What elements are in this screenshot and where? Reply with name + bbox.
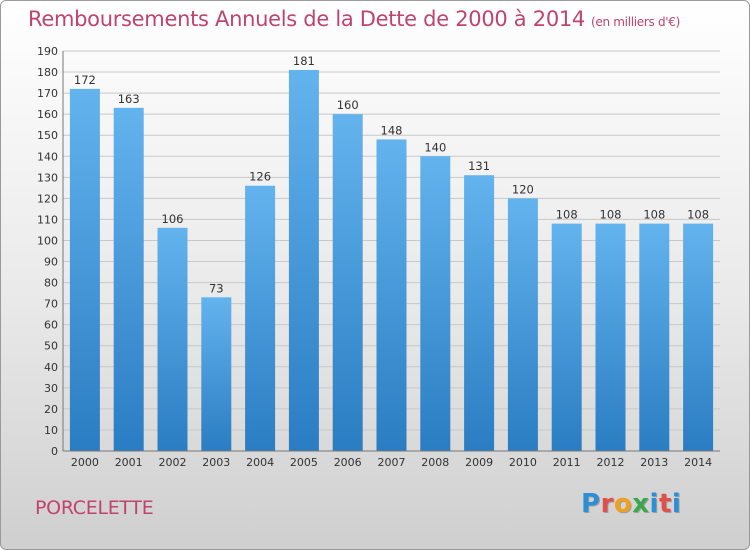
value-label-2011: 108 (556, 208, 578, 222)
y-tick-label: 150 (37, 129, 58, 142)
value-label-2012: 108 (600, 208, 622, 222)
value-labels: 172 163 106 73 126 181 160 148 140 131 120 108 108 10… (74, 54, 709, 295)
logo-letter: x (632, 489, 650, 519)
x-tick-label: 2011 (553, 456, 581, 469)
x-tick-label: 2010 (509, 456, 537, 469)
value-label-2006: 160 (337, 98, 359, 112)
x-tick-label: 2007 (378, 456, 406, 469)
y-tick-label: 10 (44, 424, 58, 437)
value-label-2007: 148 (381, 123, 403, 137)
value-label-2014: 108 (687, 208, 709, 222)
x-tick-label: 2014 (684, 456, 712, 469)
y-tick-label: 50 (44, 340, 58, 353)
y-tick-label: 110 (37, 213, 58, 226)
bar-2006[interactable] (332, 114, 363, 451)
value-label-2013: 108 (643, 208, 665, 222)
logo-letter: o (613, 489, 633, 519)
bar-2007[interactable] (376, 139, 407, 451)
logo-letter: i (671, 489, 682, 519)
y-tick-label: 140 (37, 150, 58, 163)
value-label-2003: 73 (209, 281, 224, 295)
y-tick-label: 60 (44, 319, 58, 332)
commune-name: PORCELETTE (35, 497, 154, 519)
bar-2009[interactable] (464, 175, 495, 452)
y-tick-label: 30 (44, 382, 58, 395)
x-tick-label: 2008 (421, 456, 449, 469)
y-tick-label: 70 (44, 298, 58, 311)
y-tick-label: 40 (44, 361, 58, 374)
bar-2005[interactable] (288, 69, 319, 452)
chart-title: Remboursements Annuels de la Dette de 20… (28, 7, 680, 31)
x-tick-label: 2004 (246, 456, 274, 469)
value-label-2005: 181 (293, 54, 315, 68)
value-label-2010: 120 (512, 182, 534, 196)
y-tick-label: 180 (37, 66, 58, 79)
x-tick-label: 2012 (597, 456, 625, 469)
value-label-2009: 131 (468, 159, 490, 173)
bar-2013[interactable] (639, 223, 670, 451)
bar-2010[interactable] (507, 198, 538, 451)
x-tick-label: 2013 (640, 456, 668, 469)
logo-letter: t (658, 489, 672, 519)
bar-2000[interactable] (69, 88, 100, 451)
x-tick-label: 2002 (159, 456, 187, 469)
y-tick-label: 160 (37, 108, 58, 121)
y-tick-label: 0 (51, 445, 58, 458)
logo-letter: P (581, 489, 601, 519)
y-tick-label: 20 (44, 403, 58, 416)
y-tick-label: 80 (44, 277, 58, 290)
y-tick-label: 120 (37, 192, 58, 205)
bars (69, 69, 714, 452)
value-label-2008: 140 (424, 140, 446, 154)
axes (62, 51, 720, 452)
bar-2008[interactable] (420, 156, 451, 451)
x-tick-label: 2009 (465, 456, 493, 469)
bar-2003[interactable] (201, 297, 232, 451)
chart-title-text: Remboursements Annuels de la Dette de 20… (28, 7, 585, 31)
logo-letter: r (600, 489, 614, 519)
y-tick-label: 90 (44, 256, 58, 269)
value-label-2000: 172 (74, 73, 96, 87)
y-axis-ticks: 0 10 20 30 40 50 60 70 80 90 100 110 120 130 140 150 160… (37, 45, 58, 458)
x-tick-label: 2003 (202, 456, 230, 469)
bar-2011[interactable] (551, 223, 582, 451)
bar-2001[interactable] (113, 107, 144, 451)
value-label-2002: 106 (162, 212, 184, 226)
value-label-2001: 163 (118, 92, 140, 106)
bar-2014[interactable] (683, 223, 714, 451)
x-tick-label: 2001 (115, 456, 143, 469)
proxiti-logo[interactable]: Proxiti (581, 489, 681, 519)
y-tick-label: 130 (37, 171, 58, 184)
bar-2002[interactable] (157, 227, 188, 451)
x-tick-label: 2005 (290, 456, 318, 469)
value-label-2004: 126 (249, 170, 271, 184)
x-axis-ticks: 2000 2001 2002 2003 2004 2005 2006 2007 2008 2009… (71, 456, 712, 469)
y-tick-label: 170 (37, 87, 58, 100)
y-tick-label: 100 (37, 234, 58, 247)
bar-2012[interactable] (595, 223, 626, 451)
x-tick-label: 2000 (71, 456, 99, 469)
x-tick-label: 2006 (334, 456, 362, 469)
y-tick-label: 190 (37, 45, 58, 58)
bar-2004[interactable] (245, 185, 276, 451)
logo-letter: i (649, 489, 659, 519)
chart-subtitle: (en milliers d'€) (591, 15, 681, 29)
